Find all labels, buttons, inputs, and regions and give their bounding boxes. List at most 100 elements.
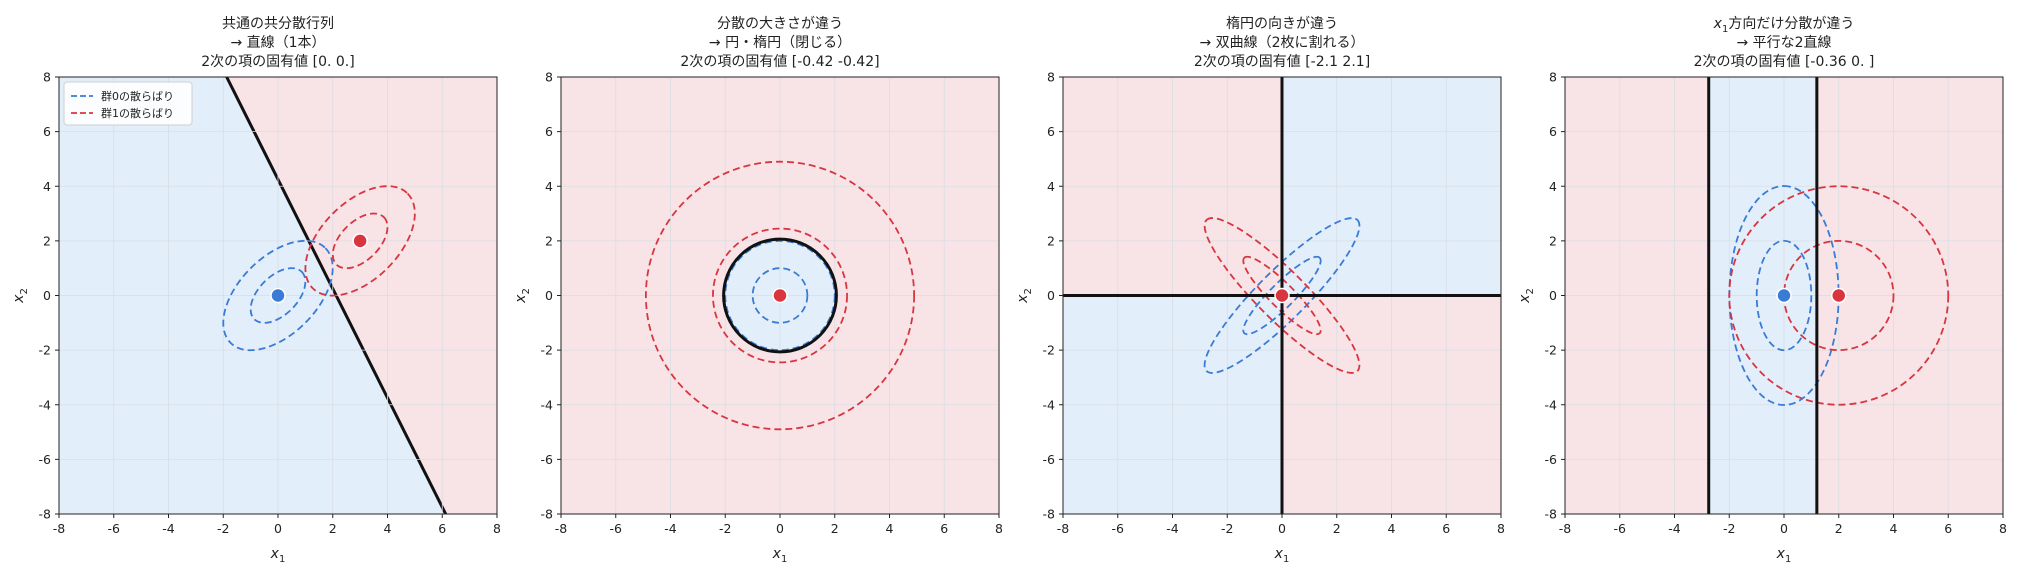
- y-tick-label: 2: [43, 233, 51, 248]
- x-tick-label: 2: [329, 521, 337, 536]
- y-tick-label: 4: [545, 179, 553, 194]
- x-axis-label: x1: [772, 546, 788, 565]
- x-tick-label: -4: [664, 521, 677, 536]
- group1-contour: [331, 212, 389, 270]
- chart-title-line: 共通の共分散行列: [222, 16, 334, 32]
- x-tick-label: -8: [555, 521, 568, 536]
- chart-title-line: → 円・楕円（閉じる）: [709, 34, 851, 51]
- panel-4: -8 -6 -4 -2 0 2 4 6 8 -8 -6 -4 -2 0 2 4 6 8 x1 x2 x1方向だけ分散が違…: [1517, 16, 2007, 565]
- y-tick-label: -2: [1043, 343, 1055, 358]
- group1-contour: [1242, 255, 1322, 336]
- group1-contour: [712, 227, 848, 364]
- group0-mean-point: [1776, 287, 1792, 304]
- group1-mean-point: [1831, 287, 1847, 304]
- group0-contour: [1242, 255, 1322, 336]
- chart-title-line: 楕円の向きが違う: [1226, 15, 1338, 32]
- x-tick-label: 8: [1999, 521, 2007, 536]
- chart-title-line: → 双曲線（2枚に割れる）: [1199, 34, 1364, 51]
- y-tick-label: 8: [43, 70, 51, 85]
- panel-2: -8 -6 -4 -2 0 2 4 6 8 -8 -6 -4 -2 0 2 4 6 8 x1 x2 分散の大きさが違う →…: [513, 16, 1003, 565]
- chart-title-line: 2次の項の固有値 [0. 0.]: [201, 54, 354, 70]
- x-tick-label: -4: [1668, 521, 1681, 536]
- x-tick-label: -2: [1221, 521, 1233, 536]
- y-tick-label: -8: [1545, 507, 1558, 522]
- chart-title-line: 2次の項の固有値 [-2.1 2.1]: [1194, 54, 1370, 70]
- y-tick-label: -2: [1545, 343, 1557, 358]
- plot-area: [561, 77, 999, 514]
- y-tick-label: -8: [541, 507, 554, 522]
- x-tick-label: -6: [610, 521, 623, 536]
- group0-contour: [751, 267, 809, 324]
- x-tick-label: 8: [1497, 521, 1505, 536]
- y-tick-label: -8: [39, 507, 52, 522]
- x-tick-label: -6: [1112, 521, 1125, 536]
- x-tick-label: 2: [831, 521, 839, 536]
- group1-mean-point: [772, 287, 788, 304]
- x-tick-label: 4: [384, 521, 392, 536]
- x-tick-label: 8: [995, 521, 1003, 536]
- x-tick-label: 6: [1944, 521, 1952, 536]
- x-tick-label: 6: [1442, 521, 1450, 536]
- plot-area: [59, 77, 497, 514]
- x-tick-label: 0: [776, 521, 784, 536]
- x-tick-label: -2: [217, 521, 229, 536]
- y-tick-label: -4: [1043, 397, 1056, 412]
- group1-contour: [304, 185, 416, 297]
- x-tick-label: -8: [1057, 521, 1070, 536]
- y-tick-label: 6: [1047, 124, 1055, 139]
- x-tick-label: -2: [719, 521, 731, 536]
- group0-contour: [724, 239, 836, 352]
- legend-box: [63, 81, 193, 126]
- plot-area: [1063, 77, 1501, 514]
- x-tick-label: 6: [438, 521, 446, 536]
- legend-label: 群1の散らばり: [101, 106, 174, 120]
- x-axis-label: x1: [1776, 546, 1792, 565]
- y-tick-label: 4: [1047, 179, 1055, 194]
- chart-title-line: → 平行な2直線: [1736, 34, 1831, 51]
- x-tick-label: -8: [53, 521, 66, 536]
- y-axis-label: x2: [1517, 288, 1536, 304]
- group1-contour: [644, 160, 916, 431]
- x-tick-label: 2: [1835, 521, 1843, 536]
- y-tick-label: -6: [541, 452, 554, 467]
- group1-contour: [1203, 217, 1361, 374]
- chart-title-line: 2次の項の固有値 [-0.36 0. ]: [1694, 54, 1875, 70]
- decision-boundary: [722, 237, 838, 354]
- y-tick-label: 8: [545, 70, 553, 85]
- y-tick-label: -4: [541, 397, 554, 412]
- y-tick-label: 0: [43, 288, 51, 303]
- x-tick-label: 0: [274, 521, 282, 536]
- plot-area: [1565, 77, 2003, 514]
- x-tick-label: -6: [108, 521, 121, 536]
- y-tick-label: 4: [43, 179, 51, 194]
- y-tick-label: 6: [43, 124, 51, 139]
- x-tick-label: -4: [162, 521, 175, 536]
- legend-label: 群0の散らばり: [101, 89, 174, 103]
- x-tick-label: -2: [1723, 521, 1735, 536]
- x-axis-label: x1: [1274, 546, 1290, 565]
- y-tick-label: 6: [1549, 124, 1557, 139]
- x-tick-label: 0: [1780, 521, 1788, 536]
- y-tick-label: 2: [545, 233, 553, 248]
- y-tick-label: 0: [1549, 288, 1557, 303]
- group1-mean-point: [1274, 287, 1290, 304]
- y-tick-label: -6: [39, 452, 52, 467]
- group0-contour: [249, 267, 307, 324]
- y-tick-label: -4: [39, 397, 52, 412]
- y-axis-label: x2: [11, 288, 30, 304]
- y-tick-label: -4: [1545, 397, 1558, 412]
- y-axis-label: x2: [1015, 288, 1034, 304]
- x-tick-label: 4: [1388, 521, 1396, 536]
- y-tick-label: -6: [1043, 452, 1056, 467]
- y-tick-label: -6: [1545, 452, 1558, 467]
- y-tick-label: -8: [1043, 507, 1056, 522]
- y-tick-label: 8: [1047, 70, 1055, 85]
- y-tick-label: 6: [545, 124, 553, 139]
- y-tick-label: 8: [1549, 70, 1557, 85]
- y-tick-label: 0: [545, 288, 553, 303]
- group0-contour: [222, 239, 334, 352]
- chart-title-line: 分散の大きさが違う: [717, 16, 843, 32]
- y-tick-label: 4: [1549, 179, 1557, 194]
